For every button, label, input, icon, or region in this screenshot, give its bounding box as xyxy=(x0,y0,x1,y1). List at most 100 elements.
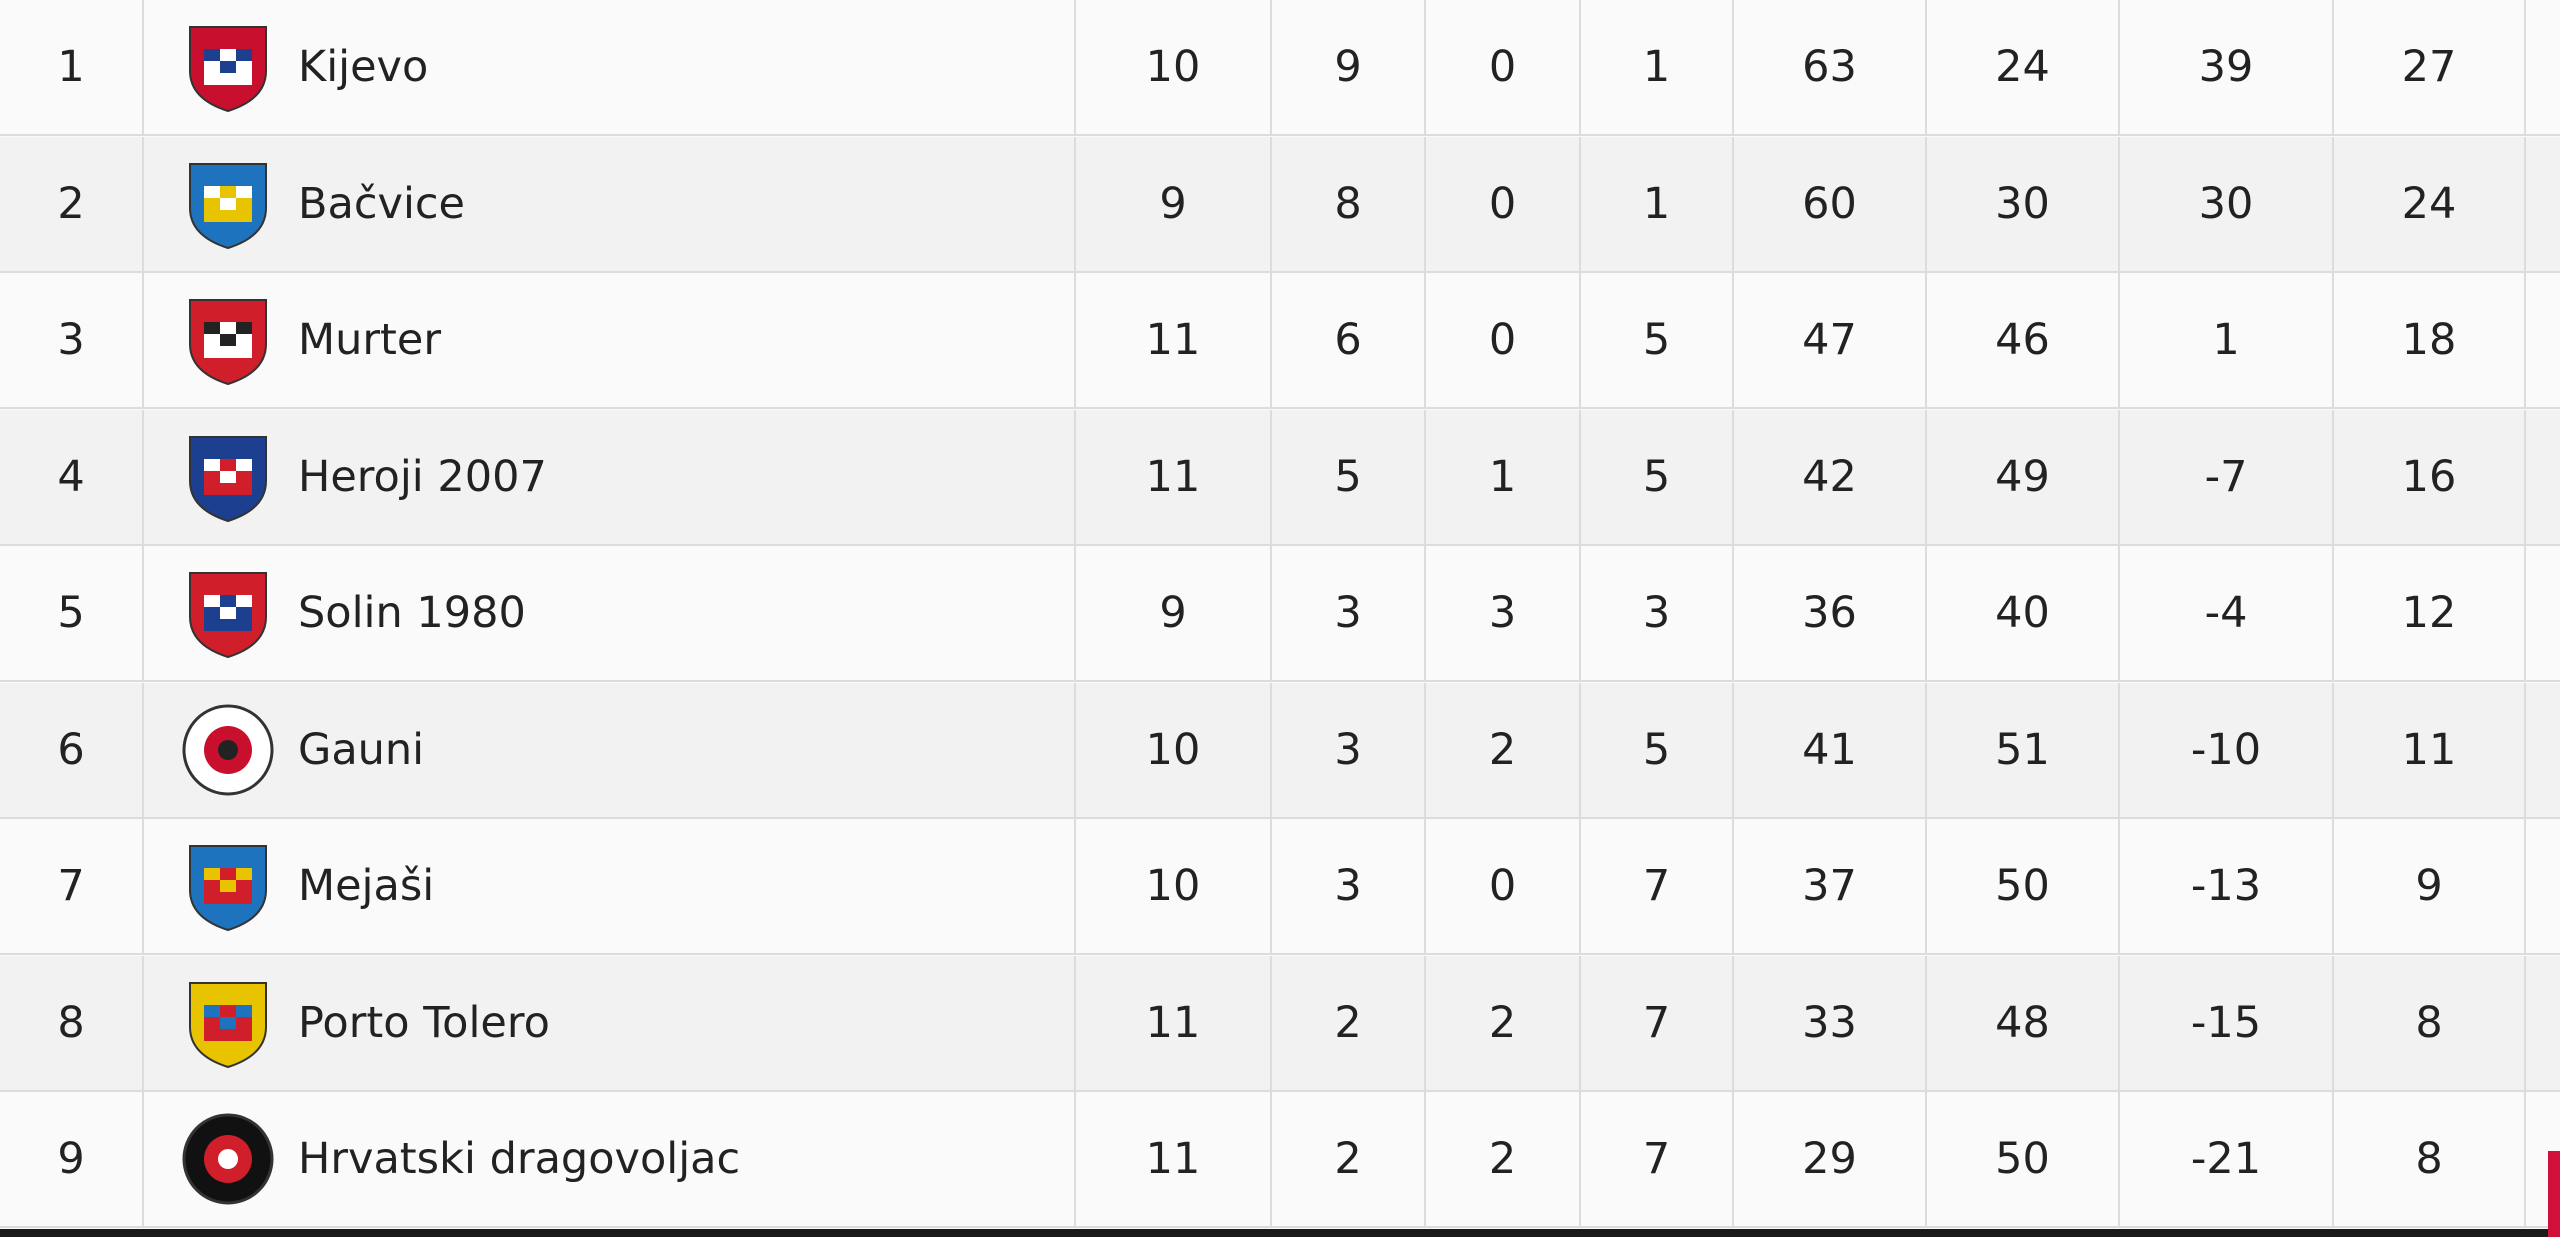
stat-cell: 37 xyxy=(1734,819,1927,953)
stat-cell: 6 xyxy=(1272,273,1426,407)
team-cell: Mejaši xyxy=(144,819,1076,953)
stat-cell: 42 xyxy=(1734,409,1927,544)
team-name: Murter xyxy=(298,315,442,365)
stat-cell: -21 xyxy=(2120,1092,2334,1226)
stat-cell: 7 xyxy=(1581,1092,1734,1226)
stat-cell: 50 xyxy=(1927,819,2120,953)
team-cell: Hrvatski dragovoljac xyxy=(144,1092,1076,1226)
team-logo xyxy=(182,704,274,795)
stat-cell: -15 xyxy=(2120,955,2334,1090)
stat-cell: 11 xyxy=(2334,682,2526,817)
stat-cell: -4 xyxy=(2120,546,2334,680)
team-cell: Solin 1980 xyxy=(144,546,1076,680)
stat-cell: 8 xyxy=(2334,1092,2526,1226)
stat-cell: 0 xyxy=(1426,0,1581,134)
table-row: 5 Solin 1980 9 3 3 3 36 40 -4 12 xyxy=(0,546,2560,682)
team-logo xyxy=(189,299,267,386)
team-name: Bačvice xyxy=(298,178,465,229)
stat-cell: 47 xyxy=(1734,273,1927,407)
scroll-indicator xyxy=(2548,1151,2560,1237)
stat-cell: 24 xyxy=(1927,0,2120,134)
stat-cell: 1 xyxy=(1581,0,1734,134)
stat-cell: 3 xyxy=(1426,546,1581,680)
stat-cell: 7 xyxy=(1581,819,1734,953)
stat-cell: 9 xyxy=(1272,0,1426,134)
team-name: Kijevo xyxy=(298,42,429,92)
stat-cell: 8 xyxy=(2334,955,2526,1090)
stat-cell: 9 xyxy=(1076,136,1272,271)
team-logo xyxy=(189,162,267,249)
stat-cell: 12 xyxy=(2334,546,2526,680)
stat-cell: 11 xyxy=(1076,409,1272,544)
table-row: 4 Heroji 2007 11 5 1 5 42 49 -7 16 xyxy=(0,409,2560,546)
table-row: 9 Hrvatski dragovoljac 11 2 2 7 29 50 -21 8 xyxy=(0,1092,2560,1228)
team-logo xyxy=(182,1113,274,1205)
stat-cell: 5 xyxy=(1272,409,1426,544)
table-row: 8 Porto Tolero 11 2 2 7 33 48 -15 8 xyxy=(0,955,2560,1092)
stat-cell: 5 xyxy=(1581,273,1734,407)
stat-cell: 16 xyxy=(2334,409,2526,544)
team-logo xyxy=(189,26,267,113)
stat-cell: 30 xyxy=(2120,136,2334,271)
stat-cell: 3 xyxy=(1581,546,1734,680)
rank-cell: 1 xyxy=(0,0,144,134)
stat-cell: 60 xyxy=(1734,136,1927,271)
rank-cell: 8 xyxy=(0,955,144,1090)
stat-cell: 24 xyxy=(2334,136,2526,271)
rank-cell: 3 xyxy=(0,273,144,407)
table-row: 3 Murter 11 6 0 5 47 46 1 18 xyxy=(0,273,2560,409)
stat-cell: 5 xyxy=(1581,409,1734,544)
team-cell: Murter xyxy=(144,273,1076,407)
stat-cell: -7 xyxy=(2120,409,2334,544)
stat-cell: 49 xyxy=(1927,409,2120,544)
stat-cell: 2 xyxy=(1272,1092,1426,1226)
stat-cell: 5 xyxy=(1581,682,1734,817)
stat-cell: 11 xyxy=(1076,273,1272,407)
team-name: Hrvatski dragovoljac xyxy=(298,1134,741,1184)
stat-cell: 33 xyxy=(1734,955,1927,1090)
team-logo xyxy=(189,572,267,659)
team-name: Porto Tolero xyxy=(298,997,550,1048)
stat-cell: 2 xyxy=(1272,955,1426,1090)
stat-cell: 29 xyxy=(1734,1092,1927,1226)
team-name: Heroji 2007 xyxy=(298,451,547,502)
rank-cell: 4 xyxy=(0,409,144,544)
stat-cell: 40 xyxy=(1927,546,2120,680)
team-cell: Gauni xyxy=(144,682,1076,817)
team-cell: Bačvice xyxy=(144,136,1076,271)
stat-cell: 0 xyxy=(1426,136,1581,271)
table-row: 7 Mejaši 10 3 0 7 37 50 -13 9 xyxy=(0,819,2560,955)
rank-cell: 5 xyxy=(0,546,144,680)
stat-cell: 7 xyxy=(1581,955,1734,1090)
stat-cell: 3 xyxy=(1272,682,1426,817)
table-row: 2 Bačvice 9 8 0 1 60 30 30 24 xyxy=(0,136,2560,273)
stat-cell: 2 xyxy=(1426,1092,1581,1226)
table-row: 1 Kijevo 10 9 0 1 63 24 39 27 xyxy=(0,0,2560,136)
team-logo xyxy=(189,845,267,932)
team-logo xyxy=(189,435,267,522)
stat-cell: 11 xyxy=(1076,955,1272,1090)
team-cell: Porto Tolero xyxy=(144,955,1076,1090)
stat-cell: 9 xyxy=(2334,819,2526,953)
stat-cell: 3 xyxy=(1272,546,1426,680)
stat-cell: 9 xyxy=(1076,546,1272,680)
stat-cell: 2 xyxy=(1426,955,1581,1090)
team-cell: Kijevo xyxy=(144,0,1076,134)
stat-cell: 3 xyxy=(1272,819,1426,953)
rank-cell: 6 xyxy=(0,682,144,817)
stat-cell: -10 xyxy=(2120,682,2334,817)
stat-cell: 11 xyxy=(1076,1092,1272,1226)
stat-cell: 63 xyxy=(1734,0,1927,134)
stat-cell: 1 xyxy=(2120,273,2334,407)
stat-cell: 36 xyxy=(1734,546,1927,680)
team-name: Gauni xyxy=(298,724,425,775)
stat-cell: 27 xyxy=(2334,0,2526,134)
rank-cell: 2 xyxy=(0,136,144,271)
team-name: Solin 1980 xyxy=(298,588,526,638)
stat-cell: 46 xyxy=(1927,273,2120,407)
stat-cell: 41 xyxy=(1734,682,1927,817)
stat-cell: 39 xyxy=(2120,0,2334,134)
stat-cell: 10 xyxy=(1076,819,1272,953)
stat-cell: 30 xyxy=(1927,136,2120,271)
